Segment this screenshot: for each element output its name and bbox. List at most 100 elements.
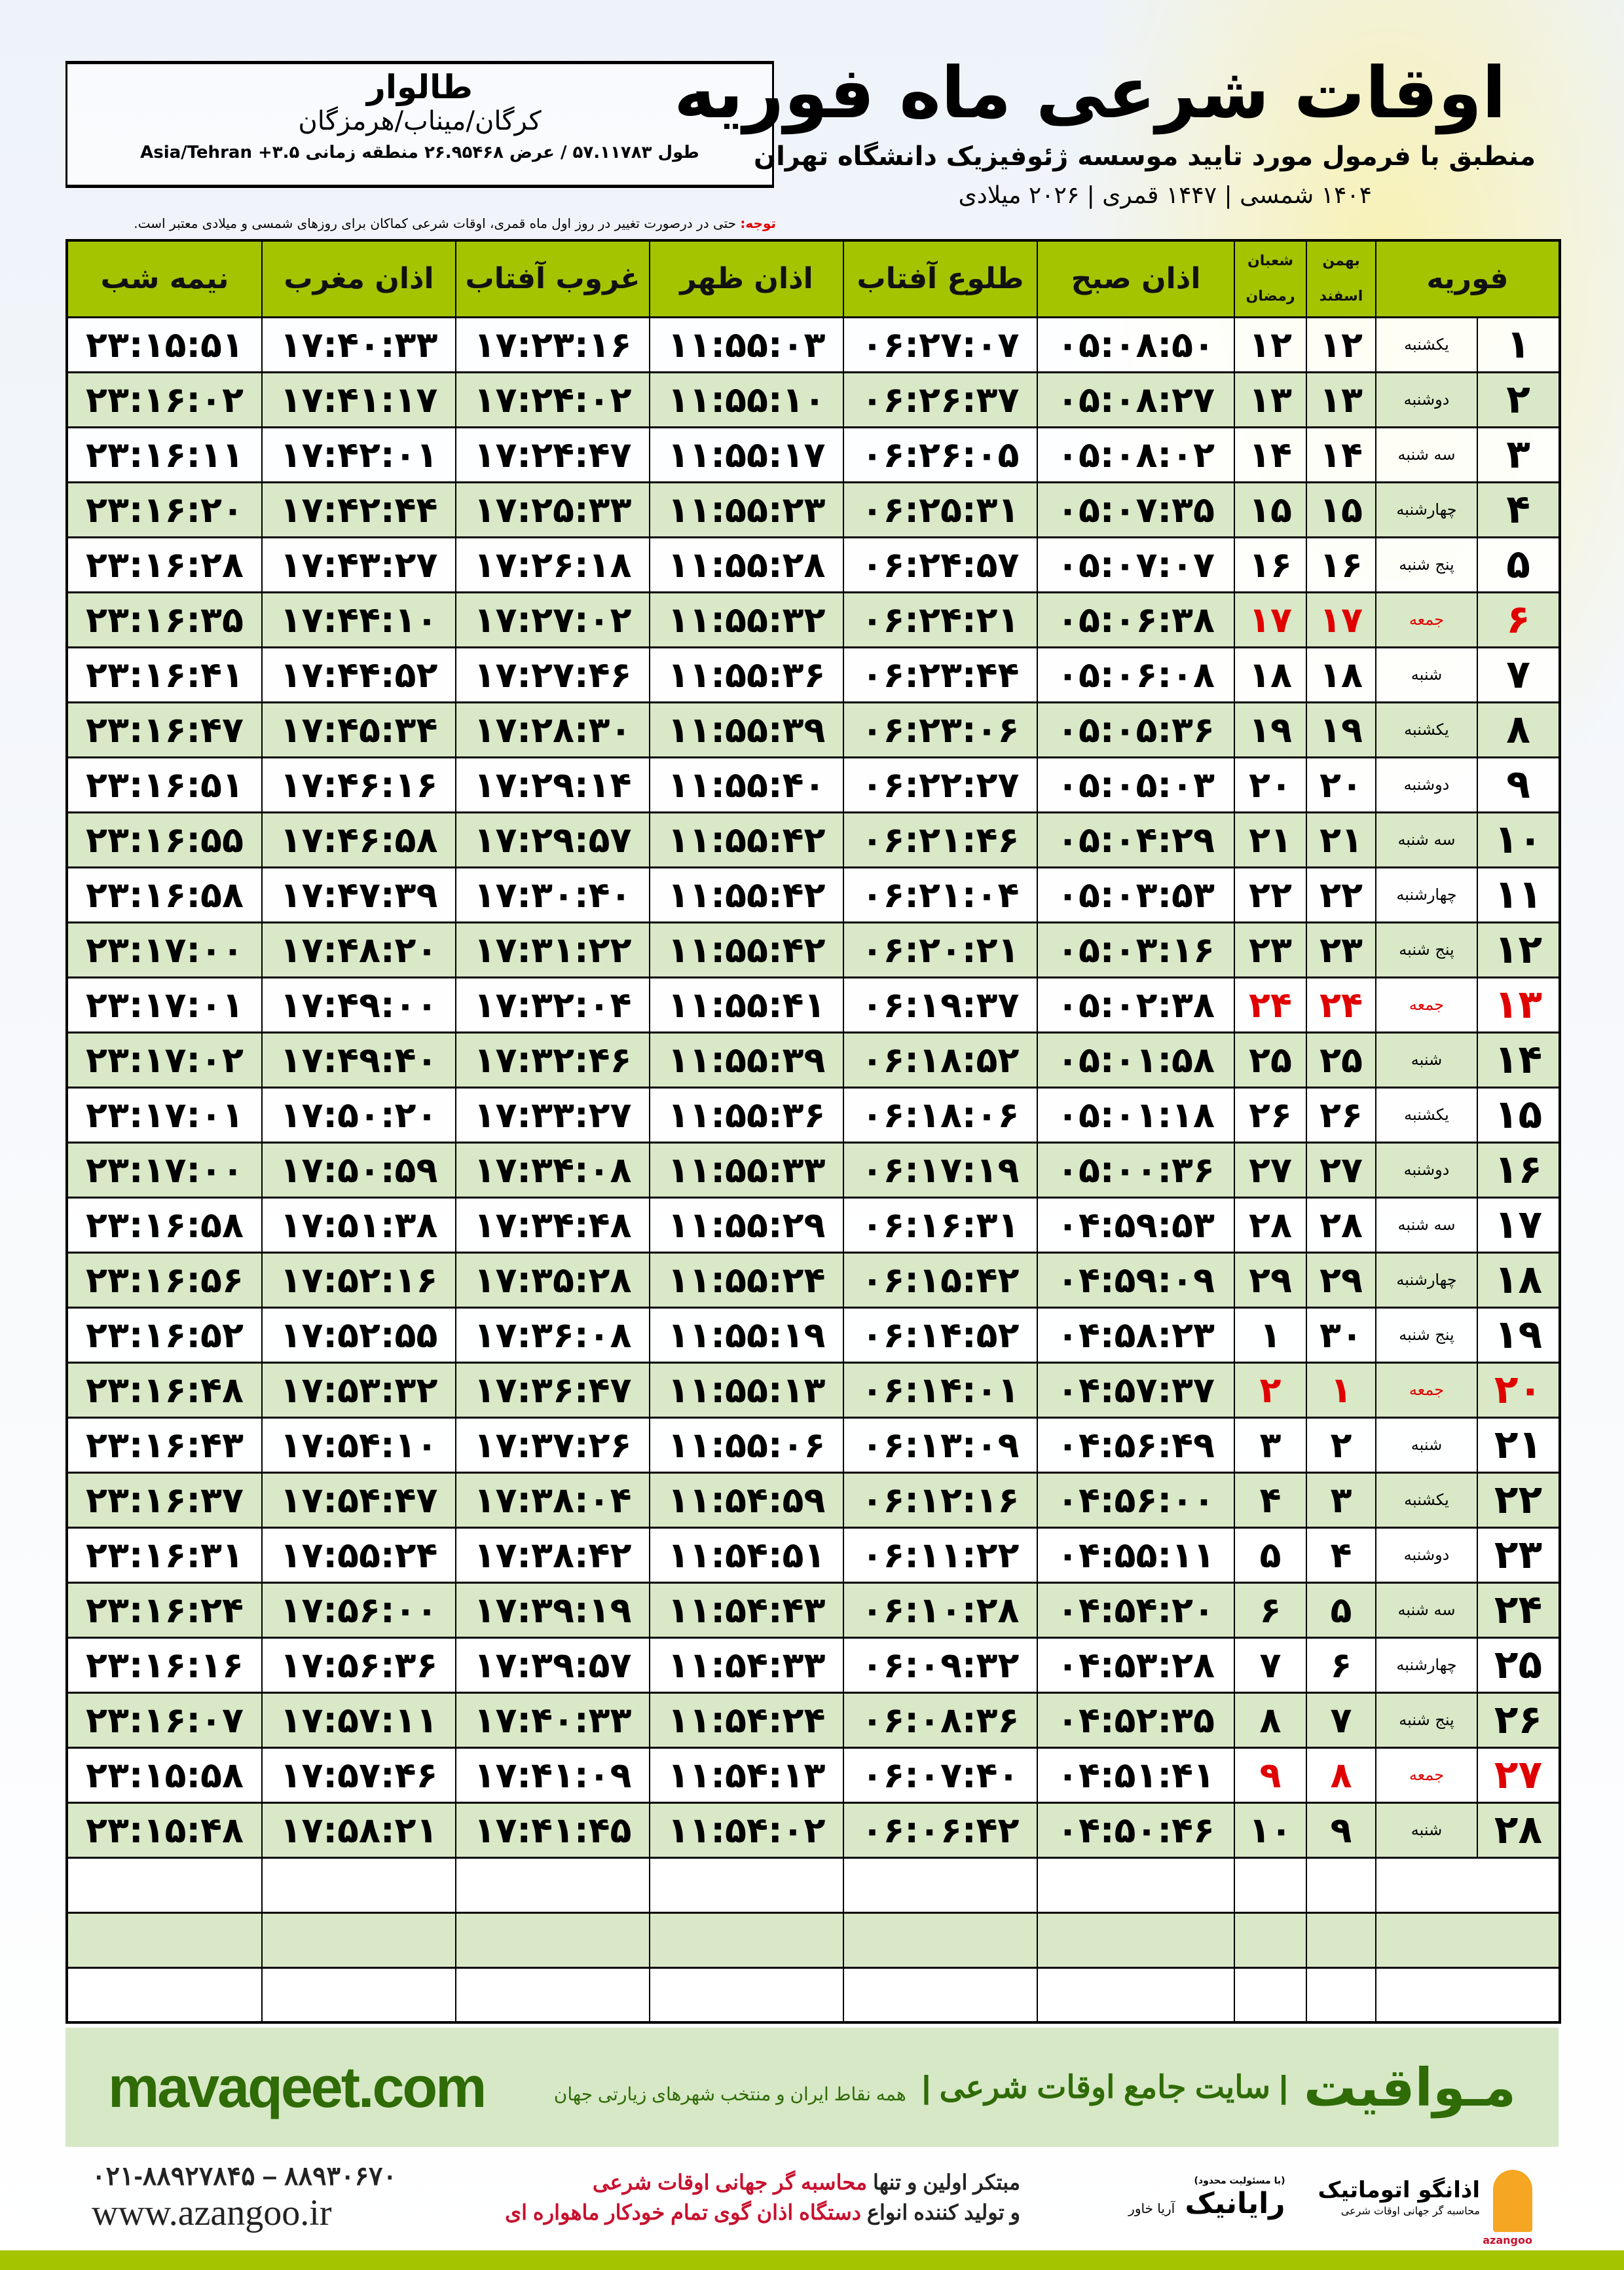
day-number: ۱۸ xyxy=(1477,1251,1560,1309)
table-row: ۲۱ شنبه ۲ ۳ ۰۴:۵۶:۴۹ ۰۶:۱۳:۰۹ ۱۱:۵۵:۰۶ ۱۷:۳۷:۲۶… xyxy=(66,1416,1560,1474)
mavaqeet-link[interactable]: mavaqeet.com xyxy=(108,2055,487,2119)
midnight-time xyxy=(66,1856,263,1914)
table-row: ۸ یکشنبه ۱۹ ۱۹ ۰۵:۰۵:۳۶ ۰۶:۲۳:۰۶ ۱۱:۵۵:۳۹ ۱۷:۲۸… xyxy=(66,701,1560,758)
weekday: شنبه xyxy=(1375,1031,1478,1088)
weekday: جمعه xyxy=(1375,1361,1478,1419)
header-solar: بهمن اسفند xyxy=(1306,240,1376,317)
maghrib-time xyxy=(261,1856,456,1914)
fajr-time: ۰۴:۵۳:۲۸ xyxy=(1037,1636,1235,1694)
midnight-time: ۲۳:۱۶:۵۸ xyxy=(66,866,263,923)
dhuhr-time: ۱۱:۵۵:۳۳ xyxy=(649,1141,844,1199)
sunset-time: ۱۷:۳۴:۴۸ xyxy=(455,1196,650,1254)
solar-day: ۱۲ xyxy=(1306,316,1376,373)
note-text: حتی در درصورت تغییر در روز اول ماه قمری،… xyxy=(134,215,741,231)
azangoo-link[interactable]: www.azangoo.ir xyxy=(92,2193,332,2233)
day-number: ۹ xyxy=(1477,756,1560,813)
solar-day: ۲۵ xyxy=(1306,1031,1376,1088)
midnight-time: ۲۳:۱۶:۴۳ xyxy=(66,1416,263,1474)
midnight-time: ۲۳:۱۶:۰۲ xyxy=(66,371,263,428)
maghrib-time: ۱۷:۴۴:۵۲ xyxy=(261,646,456,703)
maghrib-time: ۱۷:۵۲:۵۵ xyxy=(261,1306,456,1364)
city-name: طالوار xyxy=(367,68,473,106)
region-name: کرگان/میناب/هرمزگان xyxy=(298,106,542,136)
lunar-day: ۱۹ xyxy=(1234,701,1307,758)
weekday: سه شنبه xyxy=(1375,1196,1478,1254)
footer: ۰۲۱-۸۸۹۲۷۸۴۵ – ۸۸۹۳۰۶۷۰ www.azangoo.ir م… xyxy=(92,2155,1532,2246)
rayanik-name: رایانیک xyxy=(1185,2186,1285,2220)
sunrise-time xyxy=(843,1856,1038,1914)
maghrib-time xyxy=(261,1966,456,2024)
maghrib-time: ۱۷:۴۱:۱۷ xyxy=(261,371,456,428)
solar-day xyxy=(1306,1856,1376,1914)
sunset-time: ۱۷:۲۹:۱۴ xyxy=(455,756,650,813)
page-subtitle: منطبق با فرمول مورد تایید موسسه ژئوفیزیک… xyxy=(753,141,1536,172)
maghrib-time: ۱۷:۵۱:۳۸ xyxy=(261,1196,456,1254)
dhuhr-time: ۱۱:۵۵:۴۲ xyxy=(649,921,844,978)
promo-text: مبتکر اولین و تنها محاسبه گر جهانی اوقات… xyxy=(505,2167,1020,2227)
table-row: ۳ سه شنبه ۱۴ ۱۴ ۰۵:۰۸:۰۲ ۰۶:۲۶:۰۵ ۱۱:۵۵:۱۷ ۱۷:۲… xyxy=(66,426,1560,483)
day-number: ۷ xyxy=(1477,646,1560,703)
table-row: ۹ دوشنبه ۲۰ ۲۰ ۰۵:۰۵:۰۳ ۰۶:۲۲:۲۷ ۱۱:۵۵:۴۰ ۱۷:۲۹… xyxy=(66,756,1560,813)
solar-day: ۱۸ xyxy=(1306,646,1376,703)
midnight-time: ۲۳:۱۷:۰۰ xyxy=(66,1141,263,1199)
fajr-time: ۰۴:۵۸:۲۳ xyxy=(1037,1306,1235,1364)
solar-day: ۱۷ xyxy=(1306,591,1376,648)
dhuhr-time: ۱۱:۵۵:۴۰ xyxy=(649,756,844,813)
sunrise-time: ۰۶:۲۳:۴۴ xyxy=(843,646,1038,703)
lunar-day: ۱۳ xyxy=(1234,371,1307,428)
maghrib-time: ۱۷:۴۴:۱۰ xyxy=(261,591,456,648)
fajr-time: ۰۵:۰۶:۳۸ xyxy=(1037,591,1235,648)
solar-day: ۱۵ xyxy=(1306,481,1376,538)
weekday: یکشنبه xyxy=(1375,1086,1478,1144)
dhuhr-time: ۱۱:۵۴:۵۹ xyxy=(649,1471,844,1529)
prayer-times-table: فوریه بهمن اسفند شعبان رمضان اذان صبح طلوع… xyxy=(65,239,1561,2024)
day-number: ۱ xyxy=(1477,316,1560,373)
weekday: چهارشنبه xyxy=(1375,1636,1478,1694)
fajr-time: ۰۵:۰۱:۵۸ xyxy=(1037,1031,1235,1088)
dhuhr-time xyxy=(649,1911,844,1969)
sunrise-time: ۰۶:۲۱:۰۴ xyxy=(843,866,1038,923)
solar-day: ۲۳ xyxy=(1306,921,1376,978)
midnight-time: ۲۳:۱۶:۵۲ xyxy=(66,1306,263,1364)
sunset-time: ۱۷:۲۷:۴۶ xyxy=(455,646,650,703)
dhuhr-time: ۱۱:۵۵:۳۹ xyxy=(649,1031,844,1088)
dhuhr-time: ۱۱:۵۵:۲۹ xyxy=(649,1196,844,1254)
fajr-time: ۰۴:۵۵:۱۱ xyxy=(1037,1526,1235,1584)
header-lunar: شعبان رمضان xyxy=(1234,240,1306,317)
rayanik-side: آریا خاور xyxy=(1128,2200,1175,2216)
maghrib-time: ۱۷:۴۶:۱۶ xyxy=(261,756,456,813)
day-number: ۱۱ xyxy=(1477,866,1560,923)
azangoo-name: اذانگو اتوماتیک xyxy=(1318,2177,1480,2203)
day-number: ۱۶ xyxy=(1477,1141,1560,1199)
lunar-day: ۸ xyxy=(1234,1691,1307,1749)
table-row: ۲۸ شنبه ۹ ۱۰ ۰۴:۵۰:۴۶ ۰۶:۰۶:۴۲ ۱۱:۵۴:۰۲ ۱۷:۴۱:۴… xyxy=(66,1801,1560,1859)
weekday: سه شنبه xyxy=(1375,811,1478,868)
midnight-time: ۲۳:۱۷:۰۱ xyxy=(66,1086,263,1144)
sunset-time xyxy=(455,1856,650,1914)
midnight-time: ۲۳:۱۵:۵۸ xyxy=(66,1746,263,1804)
page-title: اوقات شرعی ماه فوریه xyxy=(673,52,1506,134)
lunar-day: ۴ xyxy=(1234,1471,1307,1529)
lunar-day: ۲۵ xyxy=(1234,1031,1307,1088)
sunset-time: ۱۷:۳۲:۴۶ xyxy=(455,1031,650,1088)
day-number xyxy=(1375,1966,1560,2024)
maghrib-time: ۱۷:۵۶:۰۰ xyxy=(261,1581,456,1639)
sunset-time: ۱۷:۳۶:۰۸ xyxy=(455,1306,650,1364)
sunset-time: ۱۷:۳۱:۲۲ xyxy=(455,921,650,978)
solar-day: ۱۶ xyxy=(1306,536,1376,593)
year-info: ۱۴۰۴ شمسی | ۱۴۴۷ قمری | ۲۰۲۶ میلادی xyxy=(958,182,1372,209)
maghrib-time: ۱۷:۴۹:۴۰ xyxy=(261,1031,456,1088)
promo-line2-highlight: دستگاه اذان گوی تمام خودکار ماهواره ای xyxy=(505,2201,861,2224)
maghrib-time: ۱۷:۵۷:۱۱ xyxy=(261,1691,456,1749)
day-number: ۲۳ xyxy=(1477,1526,1560,1584)
midnight-time xyxy=(66,1911,263,1969)
fajr-time: ۰۵:۰۳:۱۶ xyxy=(1037,921,1235,978)
sunrise-time: ۰۶:۱۳:۰۹ xyxy=(843,1416,1038,1474)
table-row: ۱۱ چهارشنبه ۲۲ ۲۲ ۰۵:۰۳:۵۳ ۰۶:۲۱:۰۴ ۱۱:۵۵:۴۲ ۱۷… xyxy=(66,866,1560,923)
dhuhr-time: ۱۱:۵۵:۳۶ xyxy=(649,1086,844,1144)
midnight-time: ۲۳:۱۶:۴۱ xyxy=(66,646,263,703)
solar-day: ۷ xyxy=(1306,1691,1376,1749)
sunrise-time: ۰۶:۲۴:۲۱ xyxy=(843,591,1038,648)
lunar-day: ۱۲ xyxy=(1234,316,1307,373)
fajr-time: ۰۵:۰۸:۵۰ xyxy=(1037,316,1235,373)
